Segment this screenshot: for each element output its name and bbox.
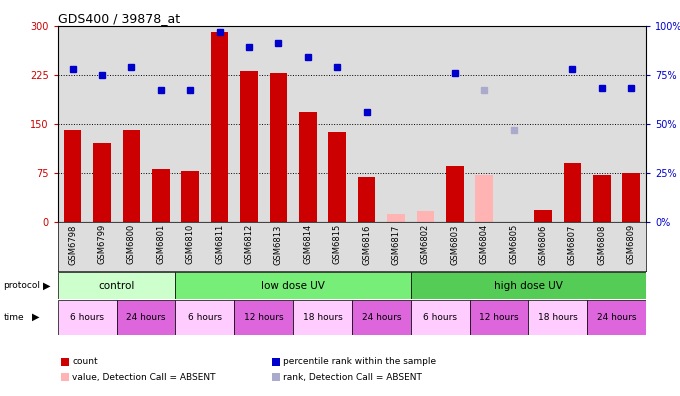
- Bar: [293, 300, 352, 335]
- Text: GSM6802: GSM6802: [421, 224, 430, 265]
- Bar: [117, 300, 175, 335]
- Bar: [593, 175, 611, 222]
- Text: GSM6803: GSM6803: [450, 224, 459, 265]
- Bar: [182, 171, 199, 222]
- Bar: [269, 73, 287, 222]
- Text: low dose UV: low dose UV: [261, 280, 325, 291]
- Bar: [622, 173, 640, 222]
- Bar: [387, 214, 405, 222]
- Bar: [122, 130, 140, 222]
- Bar: [358, 177, 375, 222]
- Text: 12 hours: 12 hours: [479, 313, 519, 322]
- Bar: [352, 300, 411, 335]
- Bar: [299, 112, 317, 222]
- Bar: [470, 300, 528, 335]
- Bar: [240, 71, 258, 222]
- Text: GDS400 / 39878_at: GDS400 / 39878_at: [58, 11, 180, 25]
- Bar: [175, 300, 235, 335]
- Bar: [235, 300, 293, 335]
- Text: GSM6811: GSM6811: [215, 224, 224, 265]
- Text: 24 hours: 24 hours: [126, 313, 166, 322]
- Text: 12 hours: 12 hours: [244, 313, 284, 322]
- Text: 24 hours: 24 hours: [597, 313, 636, 322]
- Text: protocol: protocol: [3, 281, 40, 290]
- Text: GSM6798: GSM6798: [68, 224, 77, 265]
- Text: 18 hours: 18 hours: [303, 313, 342, 322]
- Bar: [534, 210, 552, 222]
- Bar: [175, 272, 411, 299]
- Bar: [328, 131, 346, 222]
- Text: 24 hours: 24 hours: [362, 313, 401, 322]
- Bar: [475, 175, 493, 222]
- Bar: [211, 32, 228, 222]
- Text: GSM6799: GSM6799: [97, 224, 106, 265]
- Text: GSM6815: GSM6815: [333, 224, 341, 265]
- Text: GSM6817: GSM6817: [392, 224, 401, 265]
- Text: GSM6805: GSM6805: [509, 224, 518, 265]
- Bar: [411, 300, 470, 335]
- Text: 6 hours: 6 hours: [423, 313, 457, 322]
- Text: GSM6808: GSM6808: [598, 224, 607, 265]
- Text: GSM6807: GSM6807: [568, 224, 577, 265]
- Text: GSM6800: GSM6800: [127, 224, 136, 265]
- Bar: [528, 300, 588, 335]
- Bar: [564, 163, 581, 222]
- Bar: [93, 143, 111, 222]
- Bar: [58, 272, 175, 299]
- Bar: [411, 272, 646, 299]
- Text: GSM6804: GSM6804: [480, 224, 489, 265]
- Bar: [446, 166, 464, 222]
- Bar: [588, 300, 646, 335]
- Text: GSM6814: GSM6814: [303, 224, 312, 265]
- Bar: [64, 130, 82, 222]
- Text: GSM6810: GSM6810: [186, 224, 194, 265]
- Text: GSM6809: GSM6809: [627, 224, 636, 265]
- Text: 18 hours: 18 hours: [538, 313, 577, 322]
- Text: GSM6806: GSM6806: [539, 224, 547, 265]
- Text: GSM6801: GSM6801: [156, 224, 165, 265]
- Text: 6 hours: 6 hours: [70, 313, 104, 322]
- Text: ▶: ▶: [43, 280, 50, 291]
- Bar: [58, 300, 117, 335]
- Text: GSM6816: GSM6816: [362, 224, 371, 265]
- Text: GSM6813: GSM6813: [274, 224, 283, 265]
- Text: 6 hours: 6 hours: [188, 313, 222, 322]
- Text: rank, Detection Call = ABSENT: rank, Detection Call = ABSENT: [283, 373, 422, 382]
- Text: percentile rank within the sample: percentile rank within the sample: [283, 357, 436, 366]
- Text: high dose UV: high dose UV: [494, 280, 563, 291]
- Text: count: count: [72, 357, 98, 366]
- Text: time: time: [3, 313, 24, 322]
- Text: control: control: [99, 280, 135, 291]
- Bar: [152, 169, 169, 222]
- Text: GSM6812: GSM6812: [245, 224, 254, 265]
- Text: value, Detection Call = ABSENT: value, Detection Call = ABSENT: [72, 373, 216, 382]
- Text: ▶: ▶: [32, 312, 39, 322]
- Bar: [417, 211, 435, 222]
